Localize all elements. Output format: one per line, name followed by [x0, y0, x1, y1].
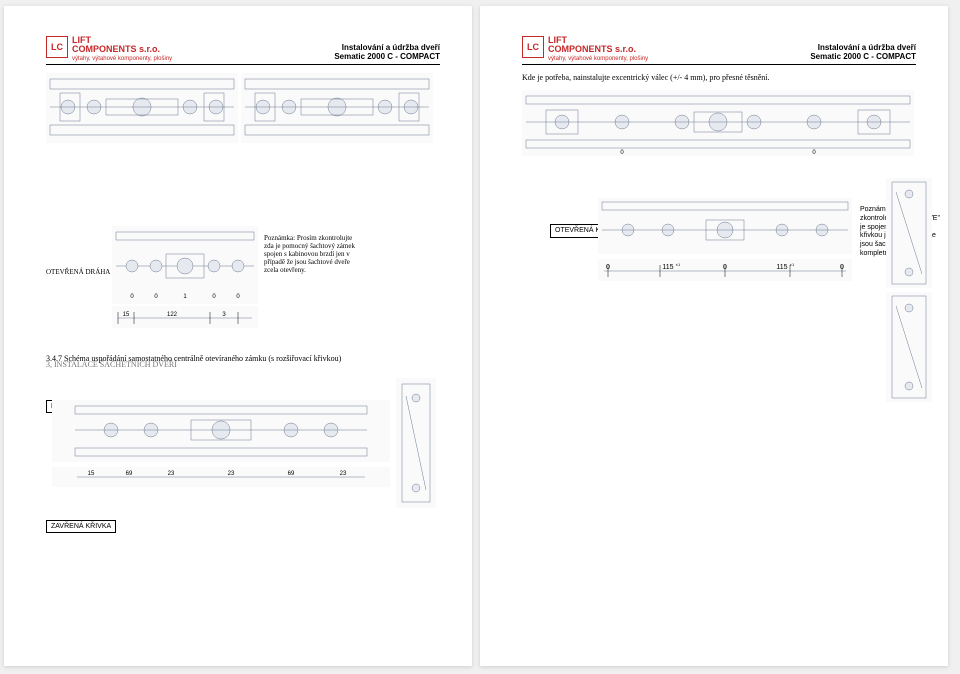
doc-title: Instalování a údržba dveří Sematic 2000 …	[334, 43, 440, 62]
doc-title-1: Instalování a údržba dveří	[810, 43, 916, 53]
company-name-2: COMPONENTS s.r.o.	[548, 45, 648, 54]
logo-block: LC LIFT COMPONENTS s.r.o. výtahy, výtaho…	[46, 36, 172, 62]
company-name-2: COMPONENTS s.r.o.	[72, 45, 172, 54]
logo-icon: LC	[522, 36, 544, 58]
section-subheading: 3.4.7 Schéma uspořádání samostatného cen…	[46, 354, 436, 363]
dimension-strip: 15 122 3	[112, 306, 258, 328]
note-text: Poznámka: Prosím zkontrolujte zda je pom…	[264, 234, 360, 274]
open-track-label: OTEVŘENÁ DRÁHA	[46, 268, 110, 276]
logo-icon: LC	[46, 36, 68, 58]
svg-text:0: 0	[606, 264, 610, 271]
page-right: LC LIFT COMPONENTS s.r.o. výtahy, výtaho…	[480, 6, 948, 666]
dim: 15	[123, 312, 130, 318]
doc-title-2: Sematic 2000 C - COMPACT	[810, 52, 916, 62]
top-diagrams	[46, 73, 440, 143]
page-left: LC LIFT COMPONENTS s.r.o. výtahy, výtaho…	[4, 6, 472, 666]
svg-text:23: 23	[168, 471, 175, 477]
header: LC LIFT COMPONENTS s.r.o. výtahy, výtaho…	[522, 36, 916, 65]
open-track-diagram: 0 0 1 0 0	[112, 226, 258, 304]
doc-title: Instalování a údržba dveří Sematic 2000 …	[810, 43, 916, 62]
dimension-strip: 15 69 23 23 69 23	[52, 467, 390, 487]
doc-title-1: Instalování a údržba dveří	[334, 43, 440, 53]
closed-curve-label: ZAVŘENÁ KŘIVKA	[46, 520, 116, 533]
intro-text: Kde je potřeba, nainstalujte excentrický…	[522, 73, 916, 82]
svg-text:115: 115	[662, 264, 673, 271]
svg-text:115: 115	[776, 264, 787, 271]
side-view-diagram	[886, 178, 932, 288]
svg-text:±1: ±1	[676, 262, 681, 267]
mechanism-diagram	[241, 73, 433, 143]
company-tagline: výtahy, výtahové komponenty, plošiny	[548, 56, 648, 62]
company-tagline: výtahy, výtahové komponenty, plošiny	[72, 56, 172, 62]
svg-text:15: 15	[88, 471, 95, 477]
svg-text:0: 0	[840, 264, 844, 271]
side-view-diagram	[886, 292, 932, 402]
mid-diagram-wrap: 0 115±1 0 115±1 0	[598, 198, 852, 286]
dimension-strip: 0 115±1 0 115±1 0	[598, 259, 852, 281]
mechanism-diagram: 00	[522, 90, 914, 156]
svg-text:23: 23	[340, 471, 347, 477]
svg-text:0: 0	[723, 264, 727, 271]
logo-block: LC LIFT COMPONENTS s.r.o. výtahy, výtaho…	[522, 36, 648, 62]
mechanism-diagram	[46, 73, 238, 143]
mechanism-diagram	[52, 400, 390, 462]
center-row: 15 69 23 23 69 23	[46, 378, 436, 508]
side-view-diagram	[396, 378, 436, 508]
doc-title-2: Sematic 2000 C - COMPACT	[334, 52, 440, 62]
mechanism-diagram	[598, 198, 852, 254]
svg-text:23: 23	[228, 471, 235, 477]
header: LC LIFT COMPONENTS s.r.o. výtahy, výtaho…	[46, 36, 440, 65]
svg-text:±1: ±1	[790, 262, 795, 267]
dim: 122	[167, 312, 178, 318]
svg-text:69: 69	[126, 471, 133, 477]
svg-text:69: 69	[288, 471, 295, 477]
